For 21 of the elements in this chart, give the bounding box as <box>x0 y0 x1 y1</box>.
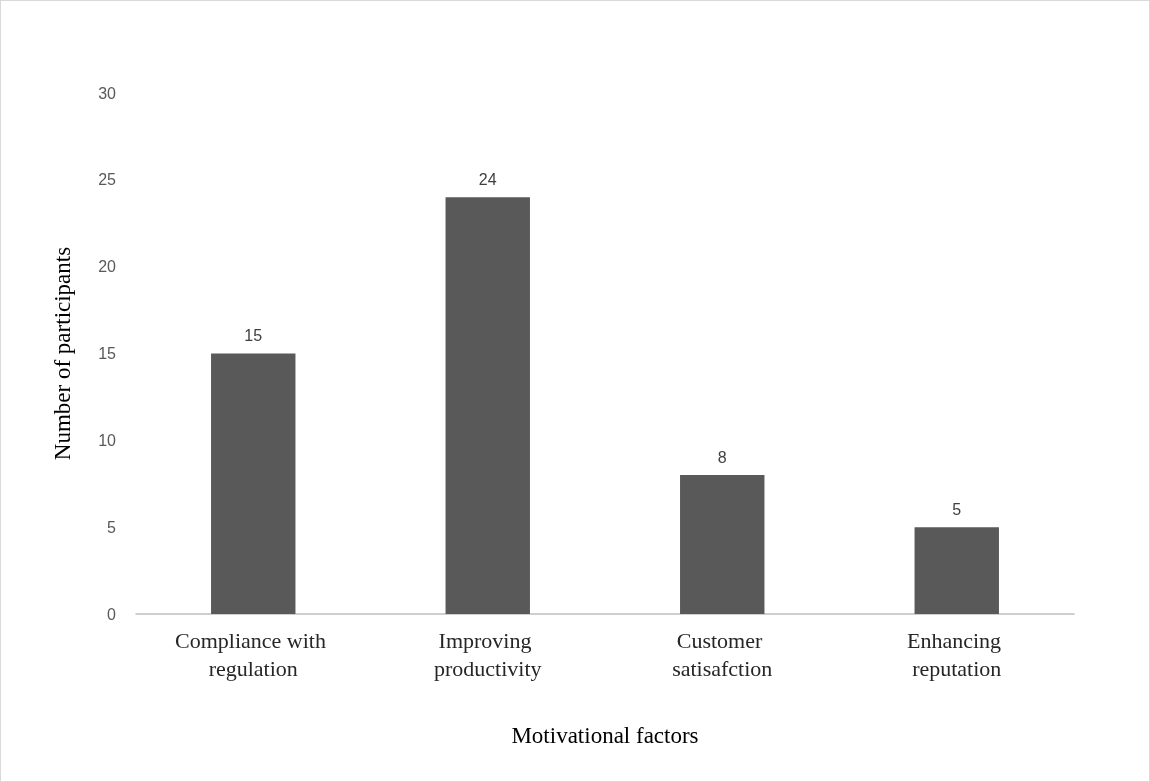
bar <box>211 353 296 614</box>
x-axis-title: Motivational factors <box>511 723 699 748</box>
y-tick-label: 20 <box>98 258 117 276</box>
x-tick-label: Improving productivity <box>433 627 542 681</box>
x-tick-label: Customer satisafction <box>672 627 773 681</box>
data-label: 5 <box>952 500 962 518</box>
data-label: 15 <box>244 327 263 344</box>
y-tick-label: 25 <box>98 171 117 189</box>
x-tick-label: Enhancing reputation <box>906 627 1007 681</box>
bar <box>914 527 999 614</box>
y-tick-label: 30 <box>98 84 117 102</box>
data-label: 8 <box>717 448 727 466</box>
y-axis-title: Number of participants <box>50 246 75 461</box>
y-tick-label: 0 <box>107 605 117 623</box>
y-tick-label: 15 <box>98 345 117 362</box>
data-label: 24 <box>478 170 497 188</box>
bar <box>445 197 530 614</box>
bar <box>680 475 765 614</box>
y-tick-label: 10 <box>98 431 117 449</box>
y-tick-label: 5 <box>107 518 117 536</box>
x-tick-label: Compliance with regulation <box>175 627 332 681</box>
